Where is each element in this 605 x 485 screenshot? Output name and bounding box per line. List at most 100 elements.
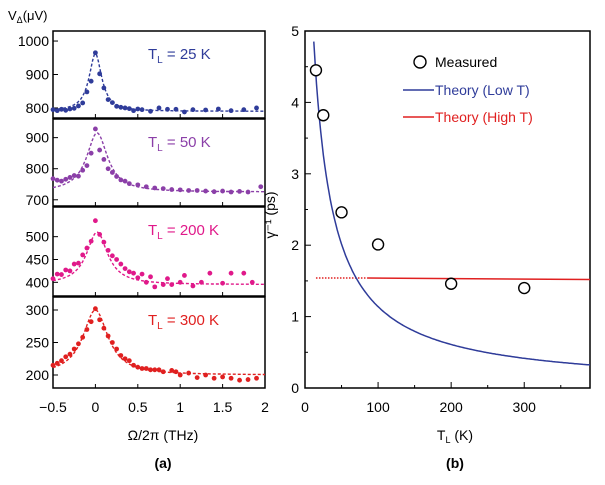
data-point bbox=[109, 100, 115, 106]
data-point bbox=[228, 108, 234, 114]
subplot-200k: 400 450 500 TL = 200 K bbox=[26, 206, 266, 297]
data-point bbox=[135, 182, 141, 188]
data-point bbox=[139, 107, 145, 113]
data-point bbox=[220, 374, 226, 380]
data-point bbox=[241, 107, 247, 113]
temperature-label: TL = 25 K bbox=[148, 46, 211, 66]
data-point bbox=[139, 271, 145, 277]
data-point bbox=[88, 78, 94, 84]
data-point bbox=[80, 100, 86, 106]
data-point bbox=[203, 107, 209, 113]
data-point bbox=[59, 272, 64, 277]
data-point bbox=[84, 163, 90, 169]
data-point bbox=[54, 360, 60, 366]
legend-marker-measured bbox=[413, 55, 427, 69]
y-tick-label: 700 bbox=[26, 192, 50, 208]
data-point bbox=[59, 106, 64, 112]
x-tick-label: 1 bbox=[176, 399, 184, 415]
data-point bbox=[54, 177, 60, 183]
data-point bbox=[50, 176, 56, 182]
fit-curve bbox=[52, 52, 265, 112]
y-tick-label: 800 bbox=[26, 161, 50, 177]
data-point bbox=[148, 367, 153, 373]
data-point bbox=[88, 150, 94, 156]
measured-point bbox=[444, 277, 458, 290]
data-point bbox=[199, 279, 204, 285]
data-point bbox=[182, 109, 187, 115]
data-point bbox=[152, 284, 158, 290]
y-tick-label: 900 bbox=[26, 130, 50, 146]
data-point bbox=[160, 186, 166, 192]
data-point bbox=[241, 270, 247, 276]
data-point bbox=[126, 358, 132, 364]
data-point bbox=[160, 369, 166, 375]
data-point bbox=[88, 319, 94, 325]
data-point bbox=[245, 189, 251, 195]
data-point bbox=[109, 340, 115, 345]
data-point bbox=[76, 341, 81, 347]
data-point bbox=[63, 354, 69, 360]
data-point bbox=[220, 188, 226, 194]
x-tick-label: 1.5 bbox=[213, 399, 233, 415]
data-point bbox=[228, 270, 234, 276]
data-point bbox=[54, 108, 60, 114]
data-point bbox=[63, 176, 69, 182]
data-point bbox=[101, 239, 107, 245]
data-point bbox=[76, 260, 81, 266]
temperature-label: TL = 50 K bbox=[148, 134, 211, 154]
data-point bbox=[80, 334, 86, 340]
x-tick-label: 200 bbox=[439, 399, 463, 415]
panel-a-x-axis: −0.5 0 0.5 1 1.5 2 bbox=[39, 399, 269, 415]
data-point bbox=[165, 276, 170, 282]
data-point bbox=[84, 245, 90, 251]
measured-point bbox=[309, 64, 323, 77]
data-point bbox=[143, 184, 149, 190]
legend-label-high: Theory (High T) bbox=[435, 109, 533, 125]
data-point bbox=[114, 346, 119, 352]
data-point bbox=[118, 261, 124, 267]
data-point bbox=[220, 280, 226, 286]
panel-b-label: (b) bbox=[446, 455, 464, 471]
data-point bbox=[152, 367, 158, 373]
data-point bbox=[122, 266, 128, 272]
data-point bbox=[114, 174, 119, 179]
data-point bbox=[122, 178, 128, 184]
data-point bbox=[63, 267, 69, 273]
y-tick-label: 200 bbox=[26, 367, 50, 383]
y-tick-label: 3 bbox=[291, 166, 299, 182]
data-point bbox=[131, 362, 136, 368]
data-point bbox=[211, 375, 217, 381]
data-point bbox=[76, 103, 81, 109]
data-point bbox=[59, 358, 64, 364]
data-point bbox=[173, 106, 179, 112]
y-tick-label: 4 bbox=[291, 94, 299, 110]
data-point bbox=[71, 173, 77, 178]
subplot-frame bbox=[52, 118, 266, 207]
data-point bbox=[67, 106, 73, 112]
data-point bbox=[97, 71, 103, 77]
x-tick-label: 300 bbox=[513, 399, 537, 415]
data-point bbox=[105, 166, 111, 172]
measured-point bbox=[317, 109, 330, 122]
data-point bbox=[139, 366, 145, 371]
data-point bbox=[105, 97, 111, 102]
panel-b-plot bbox=[309, 41, 591, 366]
x-tick-label: 0 bbox=[92, 399, 100, 415]
data-point bbox=[148, 274, 153, 280]
data-point bbox=[143, 366, 149, 371]
y-tick-label: 2 bbox=[291, 237, 299, 253]
data-point bbox=[237, 377, 242, 383]
panel-b-xlabel: TL (K) bbox=[437, 427, 473, 445]
fit-curve bbox=[52, 309, 265, 376]
data-point bbox=[203, 372, 209, 378]
data-point bbox=[101, 325, 107, 331]
data-point bbox=[126, 106, 132, 112]
data-point bbox=[84, 327, 90, 332]
data-point bbox=[173, 369, 179, 375]
data-point bbox=[186, 370, 192, 376]
data-point bbox=[135, 364, 141, 370]
y-tick-label: 300 bbox=[26, 302, 50, 318]
data-point bbox=[93, 126, 98, 132]
data-point bbox=[71, 261, 77, 267]
legend-label-measured: Measured bbox=[435, 54, 497, 70]
